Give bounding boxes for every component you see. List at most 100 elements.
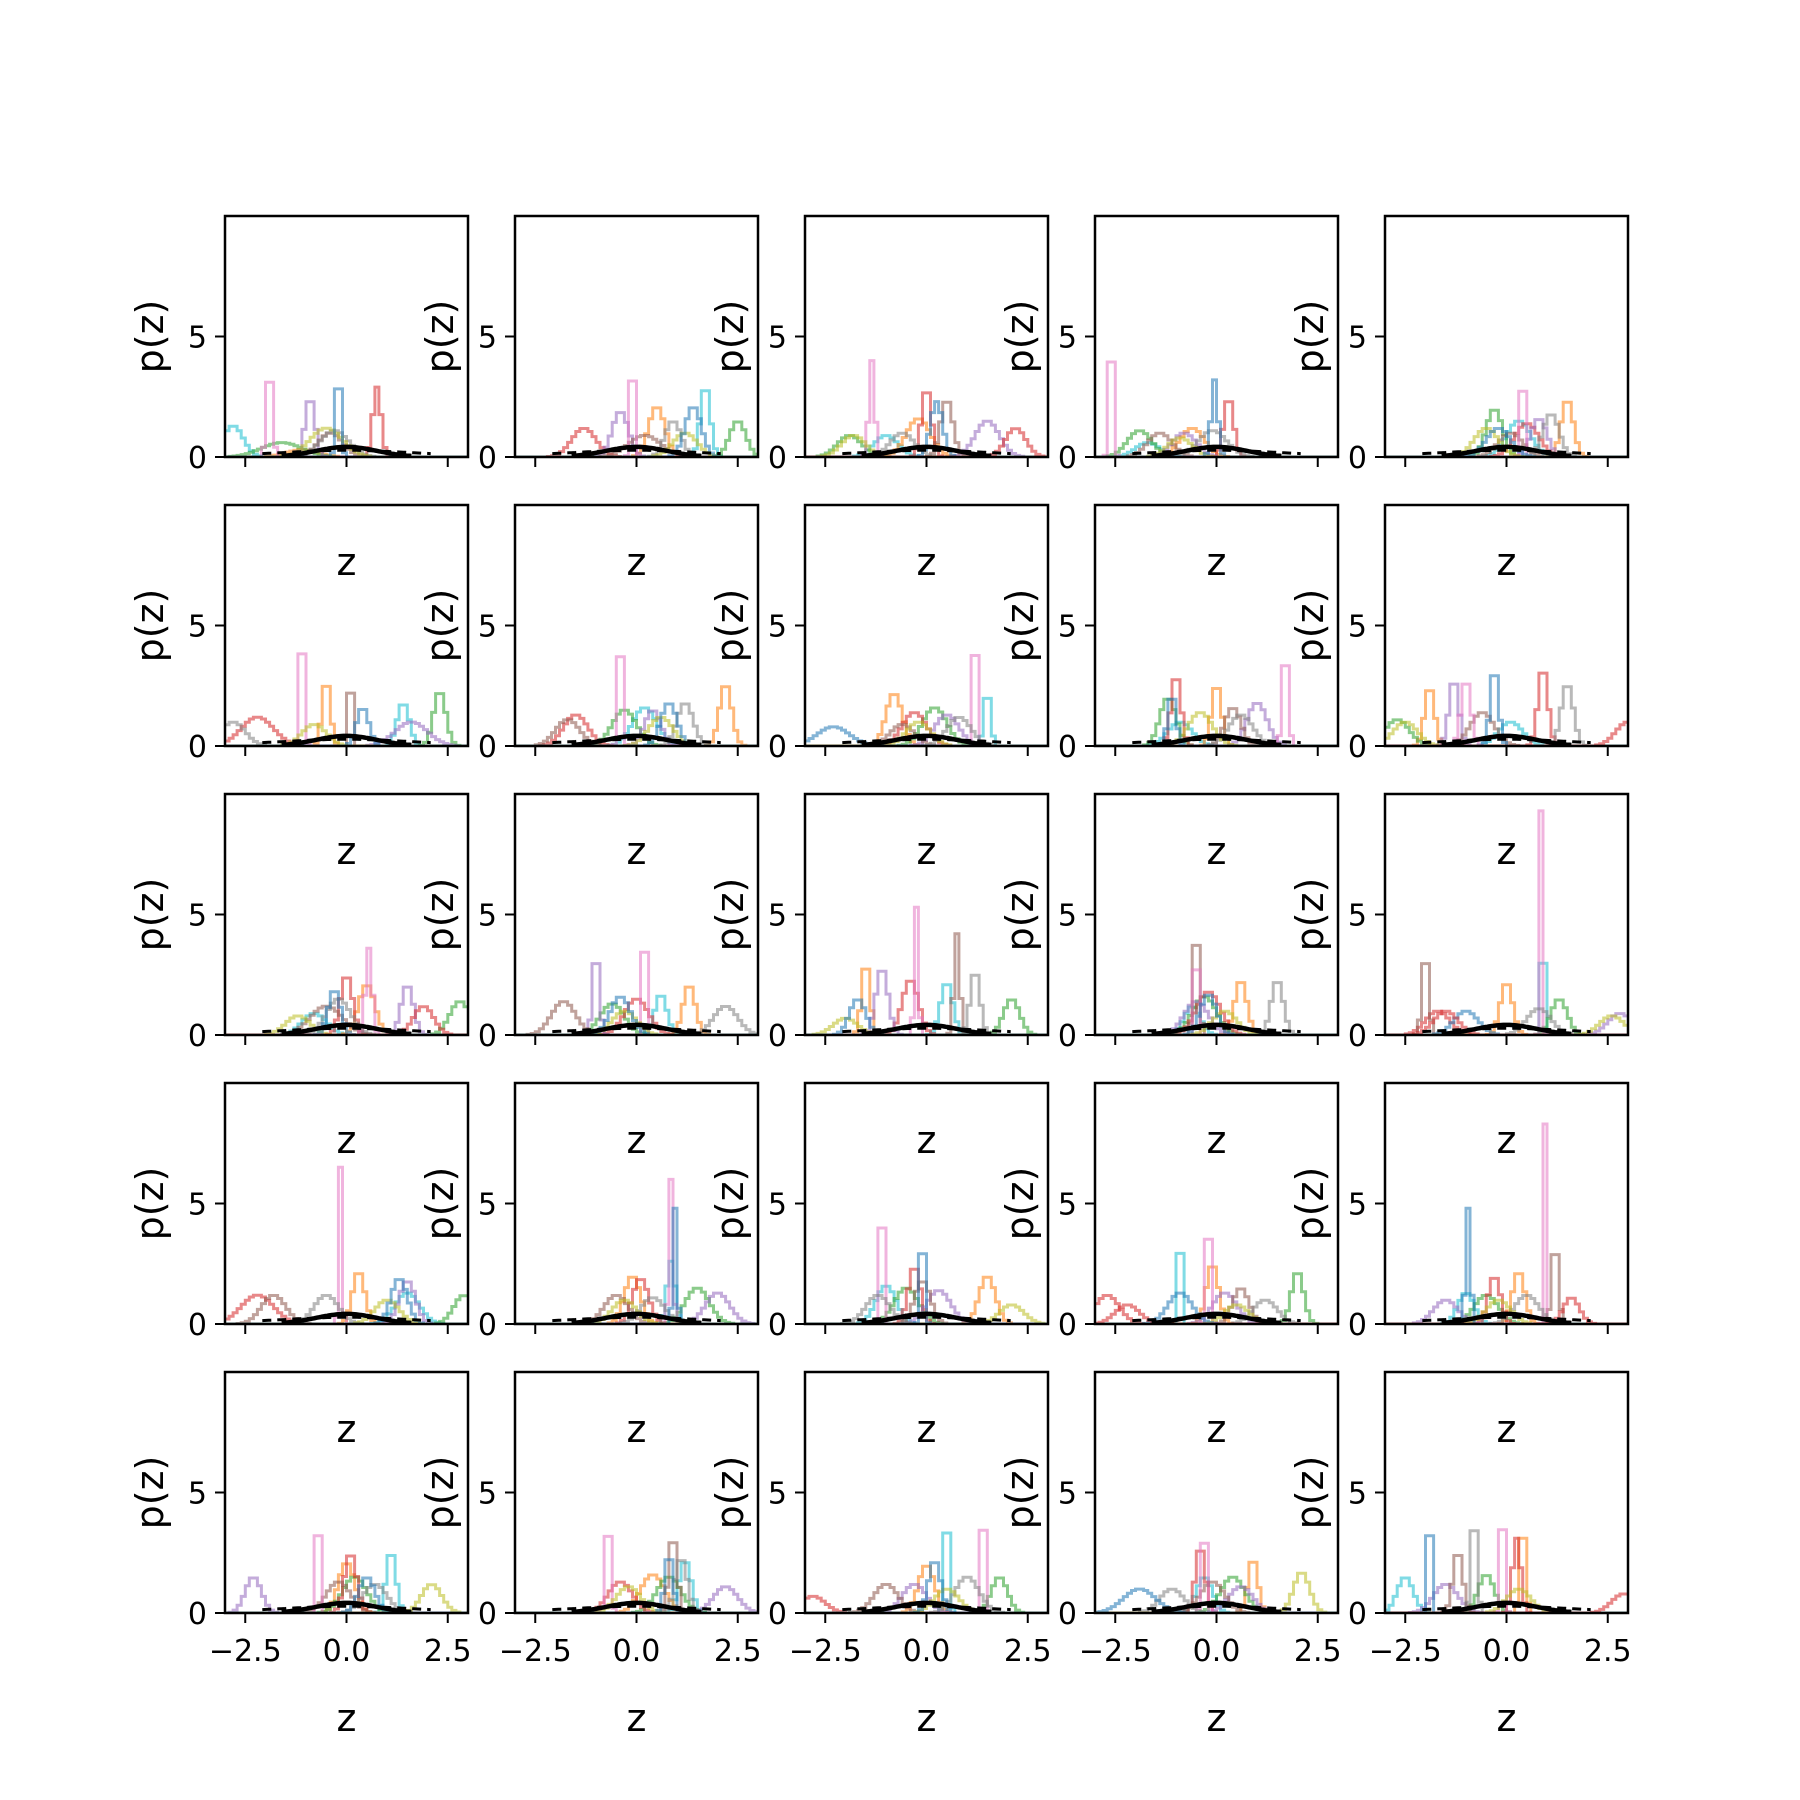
y-tick-label: 5 (478, 1188, 497, 1223)
density-series-5 (1095, 1000, 1338, 1035)
density-series-2 (225, 1272, 468, 1324)
y-tick-label: 0 (1058, 1019, 1077, 1054)
x-tick-label: −2.5 (209, 1634, 282, 1669)
reference-solid-curve (861, 1600, 992, 1613)
density-series-5 (515, 709, 758, 746)
reference-solid-curve (571, 733, 702, 746)
density-series-7 (805, 905, 1048, 1035)
density-series-8 (225, 720, 468, 746)
subplot-2-5: 0 5 z p(z) (1288, 503, 1630, 873)
y-tick-label: 0 (768, 1597, 787, 1632)
plot-area (225, 652, 468, 746)
density-series-3 (515, 420, 758, 457)
density-series-6 (1095, 943, 1338, 1035)
x-tick-label: 0.0 (323, 1634, 371, 1669)
density-series-10 (1095, 378, 1338, 457)
density-series-5 (805, 1583, 1048, 1613)
density-series-11 (1385, 1592, 1628, 1613)
reference-dashed-curve (1422, 1604, 1591, 1612)
reference-dashed-curve (1132, 737, 1301, 745)
reference-dashed-curve (552, 1026, 721, 1034)
density-series-9 (515, 1298, 758, 1324)
plot-area (1095, 1237, 1338, 1324)
subplot-1-3: 0 5 z p(z) (708, 214, 1050, 584)
density-series-6 (225, 1004, 468, 1035)
density-series-10 (1385, 674, 1628, 746)
density-series-9 (1095, 1571, 1338, 1613)
y-axis-label: p(z) (1288, 1456, 1332, 1530)
x-axis-label: z (1497, 829, 1517, 873)
y-tick-label: 0 (1058, 1597, 1077, 1632)
y-tick-label: 5 (188, 1477, 207, 1512)
density-series-3 (1095, 1575, 1338, 1613)
y-tick-label: 0 (188, 1308, 207, 1343)
x-axis-label: z (917, 1696, 937, 1740)
plot-area (805, 359, 1048, 457)
y-axis-label: p(z) (1288, 1167, 1332, 1241)
reference-solid-curve (861, 733, 992, 746)
plot-area (805, 654, 1048, 746)
plot-area (225, 946, 468, 1035)
density-series-3 (225, 1575, 468, 1613)
x-axis-label: z (337, 1407, 357, 1451)
y-tick-label: 0 (1348, 1597, 1367, 1632)
plot-area (1095, 1541, 1338, 1613)
density-series-5 (515, 1585, 758, 1613)
reference-solid-curve (571, 1600, 702, 1613)
y-tick-label: 5 (478, 1477, 497, 1512)
density-series-9 (1095, 1303, 1338, 1324)
y-axis-label: p(z) (128, 1167, 172, 1241)
density-series-4 (515, 997, 758, 1035)
x-axis-label: z (1497, 1407, 1517, 1451)
subplot-2-1: 0 5 z p(z) (128, 503, 470, 873)
subplot-2-3: 0 5 z p(z) (708, 503, 1050, 873)
plot-area (805, 1226, 1048, 1324)
plot-area (515, 379, 758, 457)
reference-dashed-curve (1132, 1026, 1301, 1034)
x-axis-label: z (1207, 829, 1227, 873)
y-tick-label: 5 (768, 610, 787, 645)
plot-area (515, 1177, 758, 1324)
subplot-4-1: 0 5 z p(z) (128, 1081, 470, 1451)
x-tick-label: −2.5 (789, 1634, 862, 1669)
plot-area (515, 1534, 758, 1613)
reference-solid-curve (1441, 733, 1572, 746)
density-series-10 (225, 1576, 468, 1613)
x-tick-label: 2.5 (1004, 1634, 1052, 1669)
density-series-8 (225, 1583, 468, 1613)
x-axis-label: z (917, 1407, 937, 1451)
density-series-8 (515, 420, 758, 457)
density-series-4 (225, 1554, 468, 1613)
density-series-7 (225, 380, 468, 457)
plot-area (1095, 664, 1338, 746)
subplot-1-5: 0 5 z p(z) (1288, 214, 1630, 584)
y-tick-label: 0 (478, 1597, 497, 1632)
y-tick-label: 5 (1058, 899, 1077, 934)
y-axis-label: p(z) (708, 1167, 752, 1241)
density-series-2 (1385, 1272, 1628, 1324)
density-series-9 (515, 1585, 758, 1613)
y-tick-label: 0 (1348, 441, 1367, 476)
plot-area (1095, 360, 1338, 457)
y-tick-label: 0 (188, 730, 207, 765)
y-axis-label: p(z) (998, 589, 1042, 663)
reference-solid-curve (1151, 1311, 1282, 1324)
y-tick-label: 0 (768, 1308, 787, 1343)
density-series-9 (805, 1016, 1048, 1035)
density-series-3 (1385, 1294, 1628, 1324)
density-series-8 (515, 1005, 758, 1035)
y-axis-label: p(z) (1288, 589, 1332, 663)
density-series-5 (1095, 702, 1338, 746)
density-series-3 (1095, 1272, 1338, 1324)
y-tick-label: 5 (768, 321, 787, 356)
subplot-2-2: 0 5 z p(z) (418, 503, 760, 873)
density-series-4 (225, 976, 468, 1035)
reference-dashed-curve (262, 1315, 431, 1323)
density-series-9 (1385, 720, 1628, 746)
x-axis-label: z (1497, 1118, 1517, 1162)
subplot-4-2: 0 5 z p(z) (418, 1081, 760, 1451)
y-tick-label: 0 (478, 1019, 497, 1054)
density-series-10 (805, 998, 1048, 1035)
